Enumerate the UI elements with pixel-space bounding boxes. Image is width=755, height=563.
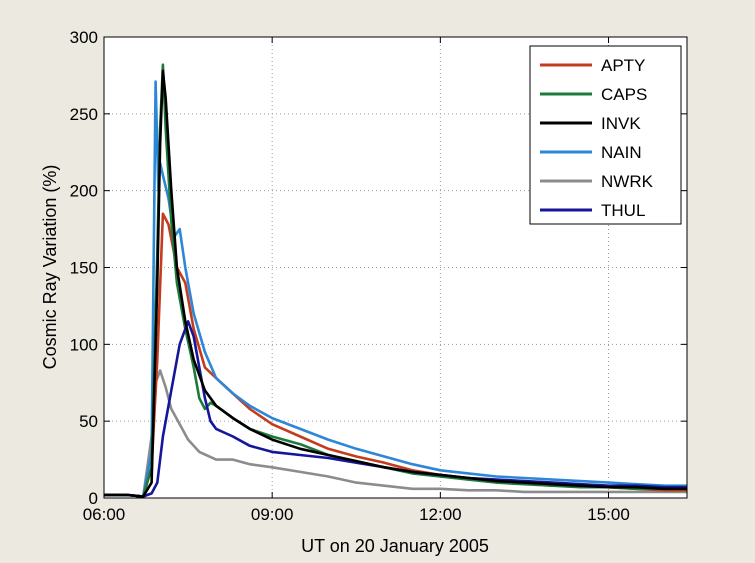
legend-label-apty: APTY bbox=[601, 56, 645, 75]
x-tick-label: 15:00 bbox=[587, 505, 630, 524]
legend: APTY CAPS INVK NAIN NWRK THUL bbox=[529, 45, 682, 225]
legend-label-nwrk: NWRK bbox=[601, 172, 654, 191]
x-tick-label: 06:00 bbox=[83, 505, 126, 524]
x-tick-label: 12:00 bbox=[419, 505, 462, 524]
y-tick-label: 300 bbox=[70, 28, 98, 47]
tick-labels: 06:00 09:00 12:00 15:00 0 50 100 150 200 250 300 bbox=[70, 28, 630, 524]
y-tick-label: 0 bbox=[89, 489, 98, 508]
series-line-invk bbox=[104, 69, 687, 498]
series-layer bbox=[104, 63, 687, 498]
x-tick-label: 09:00 bbox=[251, 505, 294, 524]
legend-label-caps: CAPS bbox=[601, 85, 647, 104]
y-tick-label: 150 bbox=[70, 259, 98, 278]
legend-label-thul: THUL bbox=[601, 201, 645, 220]
y-tick-label: 250 bbox=[70, 105, 98, 124]
y-axis-label: Cosmic Ray Variation (%) bbox=[40, 165, 60, 370]
series-line-thul bbox=[104, 320, 687, 498]
y-tick-label: 50 bbox=[79, 412, 98, 431]
series-line-nwrk bbox=[104, 369, 687, 498]
legend-box bbox=[529, 45, 682, 225]
legend-label-invk: INVK bbox=[601, 114, 641, 133]
y-tick-label: 100 bbox=[70, 335, 98, 354]
x-axis-label: UT on 20 January 2005 bbox=[301, 536, 489, 556]
y-tick-label: 200 bbox=[70, 182, 98, 201]
ticks bbox=[103, 36, 687, 499]
legend-label-nain: NAIN bbox=[601, 143, 642, 162]
